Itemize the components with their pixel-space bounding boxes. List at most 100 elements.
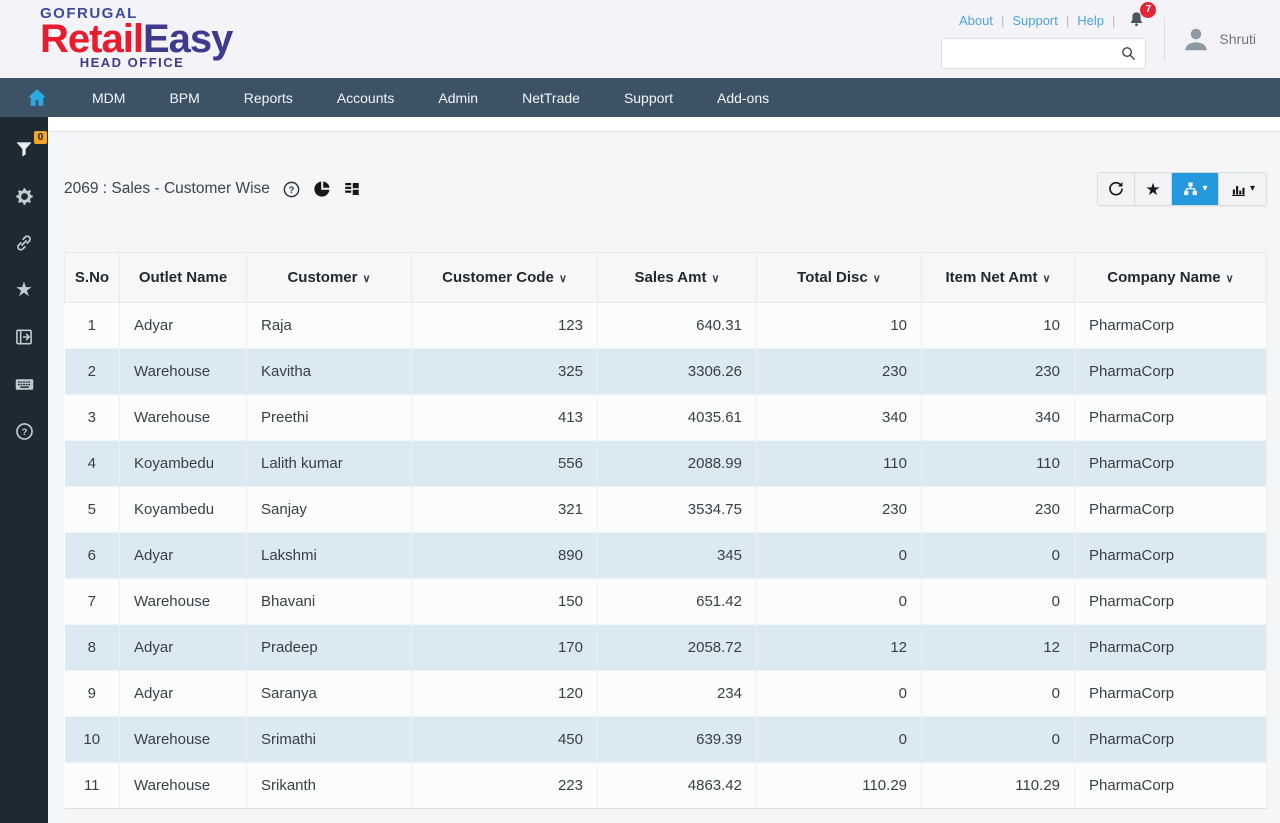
nav-item-admin[interactable]: Admin [438,89,479,106]
nav-item-accounts[interactable]: Accounts [336,89,395,106]
cell-customer-code: 556 [411,440,598,487]
global-search[interactable] [941,37,1147,69]
search-icon[interactable] [1120,45,1137,62]
user-menu[interactable]: Shruti [1181,24,1256,54]
cell-customer-code: 325 [411,348,598,395]
report-title: 2069 : Sales - Customer Wise [64,180,270,197]
header-links: About | Support | Help | 7 [958,1,1157,32]
table-row[interactable]: 7 Warehouse Bhavani 150 651.42 0 0 PharmaCorp [64,578,1267,625]
cell-company-name: PharmaCorp [1074,348,1267,395]
table-row[interactable]: 4 Koyambedu Lalith kumar 556 2088.99 110 110 Ph… [64,440,1267,487]
column-label: Outlet Name [138,269,228,286]
cell-outlet-name: Adyar [119,532,247,579]
app-logo[interactable]: GOFRUGAL RetailEasy HEAD OFFICE [40,0,233,69]
cell-company-name: PharmaCorp [1074,532,1267,579]
cell-outlet-name: Warehouse [119,762,247,809]
cell-total-disc: 0 [756,716,922,763]
link-icon[interactable] [12,231,36,255]
nav-item-nettrade[interactable]: NetTrade [522,89,580,106]
svg-text:?: ? [21,427,27,438]
cell-outlet-name: Warehouse [119,394,247,441]
column-header-total-disc[interactable]: Total Disc ∨ [756,252,922,303]
cell-sales-amt: 345 [597,532,757,579]
sort-chevron-icon: ∨ [362,273,371,285]
chart-view-button[interactable]: ▾ [1219,173,1266,205]
nav-item-reports[interactable]: Reports [243,89,293,106]
help-circle-icon[interactable]: ? [12,419,36,443]
header-link-help[interactable]: Help [1077,13,1105,28]
search-input[interactable] [952,45,1121,61]
column-header-customer[interactable]: Customer ∨ [246,252,412,303]
nav-item-mdm[interactable]: MDM [92,89,126,106]
column-header-company-name[interactable]: Company Name ∨ [1074,252,1267,303]
nav-item-support[interactable]: Support [623,89,673,106]
cell-sales-amt: 2058.72 [597,624,757,671]
top-header: GOFRUGAL RetailEasy HEAD OFFICE About | Su… [0,0,1280,78]
home-icon[interactable] [14,78,60,117]
cell-sno: 11 [64,762,120,809]
hierarchy-view-button[interactable]: ▾ [1172,173,1219,205]
pie-chart-icon[interactable] [313,180,331,198]
cell-sales-amt: 4035.61 [597,394,757,441]
view-toolbar: ★ ▾ [1097,172,1267,206]
favorites-star-icon[interactable]: ★ [15,279,33,301]
column-header-customer-code[interactable]: Customer Code ∨ [411,252,598,303]
cell-customer-code: 413 [411,394,598,441]
table-row[interactable]: 10 Warehouse Srimathi 450 639.39 0 0 PharmaCorp [64,716,1267,763]
cell-item-net-amt: 0 [921,716,1075,763]
nav-item-bpm[interactable]: BPM [169,89,200,106]
refresh-button[interactable] [1098,173,1135,205]
cell-sno: 7 [64,578,120,625]
cell-total-disc: 12 [756,624,922,671]
table-row[interactable]: 5 Koyambedu Sanjay 321 3534.75 230 230 PharmaCo… [64,486,1267,533]
cell-total-disc: 110 [756,440,922,487]
cell-sales-amt: 639.39 [597,716,757,763]
table-row[interactable]: 11 Warehouse Srikanth 223 4863.42 110.29 110.2… [64,762,1267,809]
keyboard-icon[interactable] [12,372,36,396]
cell-customer-code: 321 [411,486,598,533]
table-row[interactable]: 8 Adyar Pradeep 170 2058.72 12 12 PharmaCorp [64,624,1267,671]
cell-outlet-name: Koyambedu [119,440,247,487]
nav-item-add-ons[interactable]: Add-ons [716,89,770,106]
cell-total-disc: 10 [756,302,922,349]
cell-sno: 5 [64,486,120,533]
favorite-button[interactable]: ★ [1135,173,1172,205]
cell-sales-amt: 651.42 [597,578,757,625]
notification-bell-icon[interactable]: 7 [1127,1,1157,32]
settings-gear-icon[interactable] [12,184,36,208]
cell-sales-amt: 640.31 [597,302,757,349]
cell-total-disc: 0 [756,532,922,579]
report-help-icon[interactable]: ? [282,180,301,199]
column-label: S.No [74,269,110,286]
table-row[interactable]: 2 Warehouse Kavitha 325 3306.26 230 230 PharmaC… [64,348,1267,395]
cell-sno: 10 [64,716,120,763]
link-separator: | [1000,13,1005,28]
table-row[interactable]: 1 Adyar Raja 123 640.31 10 10 PharmaCorp [64,302,1267,349]
header-link-support[interactable]: Support [1012,13,1058,28]
cell-sales-amt: 3534.75 [597,486,757,533]
column-header-item-net-amt[interactable]: Item Net Amt ∨ [921,252,1075,303]
header-link-about[interactable]: About [958,13,993,28]
cell-sales-amt: 2088.99 [597,440,757,487]
cell-customer-code: 170 [411,624,598,671]
table-row[interactable]: 3 Warehouse Preethi 413 4035.61 340 340 PharmaC… [64,394,1267,441]
cell-total-disc: 110.29 [756,762,922,809]
cell-total-disc: 230 [756,486,922,533]
column-label: Total Disc [797,269,868,286]
cell-customer: Lalith kumar [246,440,412,487]
export-window-icon[interactable] [12,325,36,349]
cell-item-net-amt: 12 [921,624,1075,671]
link-separator: | [1065,13,1070,28]
column-header-sales-amt[interactable]: Sales Amt ∨ [597,252,757,303]
cell-outlet-name: Koyambedu [119,486,247,533]
cell-customer: Saranya [246,670,412,717]
cell-customer-code: 890 [411,532,598,579]
cell-company-name: PharmaCorp [1074,486,1267,533]
table-row[interactable]: 9 Adyar Saranya 120 234 0 0 PharmaCorp [64,670,1267,717]
column-header-sno: S.No [64,252,120,303]
link-separator: | [1112,13,1116,28]
table-row[interactable]: 6 Adyar Lakshmi 890 345 0 0 PharmaCorp [64,532,1267,579]
cell-company-name: PharmaCorp [1074,578,1267,625]
filter-icon[interactable]: 0 [12,130,48,161]
grid-view-icon[interactable] [343,180,361,198]
